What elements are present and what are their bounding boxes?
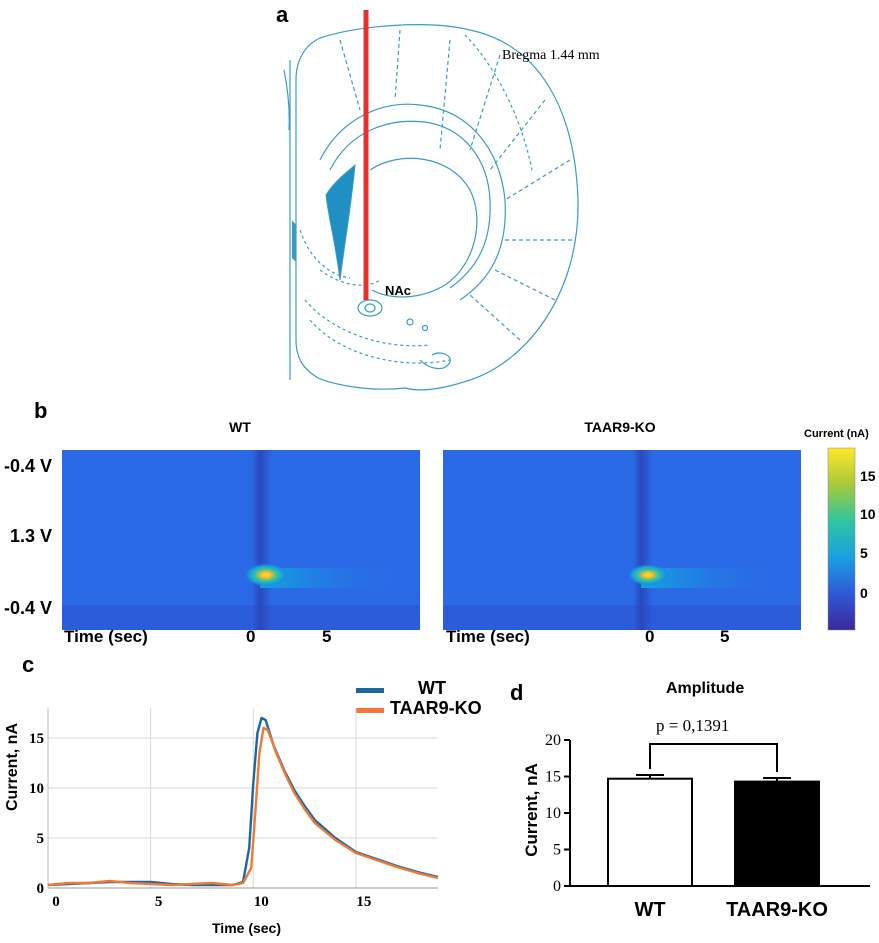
- y-tick-label: 5: [37, 831, 45, 847]
- x-tick-label: 15: [356, 894, 371, 910]
- bar-label-wt: WT: [634, 899, 665, 921]
- voltage-label-top: -0.4 V: [4, 456, 53, 476]
- y-tick-label: 10: [29, 781, 44, 797]
- colorbar-tick-10: 10: [860, 506, 876, 522]
- heatmap-svg: [62, 447, 856, 631]
- y-tick-label: 0: [37, 881, 45, 897]
- heatmap-ko-tick-5: 5: [720, 627, 730, 646]
- significance-bracket: [649, 743, 778, 772]
- x-tick-label: 10: [254, 894, 269, 910]
- colorbar-title: Current (nA): [804, 428, 869, 440]
- bar-y-tick-label: 5: [553, 842, 561, 859]
- series-line-wt: [47, 716, 439, 887]
- bar-taar9-ko: [734, 780, 820, 887]
- legend-label-taar9ko: TAAR9-KO: [390, 698, 482, 718]
- bregma-label: Bregma 1.44 mm: [502, 48, 600, 63]
- colorbar: [827, 447, 856, 631]
- colorbar-tick-0: 0: [860, 585, 868, 601]
- brain-section-diagram: [283, 10, 579, 391]
- heatmap-title-wt: WT: [229, 419, 251, 435]
- heatmap-wt-time-label: Time (sec): [64, 627, 148, 646]
- nac-region-label: NAc: [385, 283, 412, 298]
- colorbar-tick-5: 5: [860, 545, 868, 561]
- lateral-ventricle: [325, 163, 356, 281]
- heatmap-ko-tick-0: 0: [645, 627, 655, 646]
- legend-swatch-taar9ko: [356, 708, 384, 713]
- bar-chart-pvalue: p = 0,1391: [656, 716, 730, 735]
- voltage-label-bottom: -0.4 V: [4, 598, 53, 618]
- panel-label-c: c: [22, 652, 35, 677]
- line-chart-xlabel: Time (sec): [212, 920, 281, 936]
- brain-outline: [283, 24, 579, 391]
- colorbar-tick-15: 15: [860, 468, 876, 484]
- bar-label-taar9-ko: TAAR9-KO: [726, 899, 828, 921]
- bar-y-tick-label: 0: [553, 878, 561, 895]
- heatmap-title-taar9ko: TAAR9-KO: [584, 419, 656, 435]
- heatmap-wt-tick-5: 5: [322, 627, 332, 646]
- legend-label-wt: WT: [418, 678, 446, 698]
- heatmap-wt: [62, 450, 420, 630]
- bar-wt: [607, 777, 693, 887]
- heatmap-wt-tick-0: 0: [246, 627, 256, 646]
- x-tick-label: 5: [155, 894, 163, 910]
- bar-y-tick-label: 20: [545, 732, 561, 749]
- panel-label-d: d: [510, 680, 524, 705]
- y-tick-label: 15: [29, 731, 44, 747]
- x-tick-label: 0: [52, 894, 60, 910]
- series-line-taar9-ko: [47, 726, 439, 887]
- bar-y-tick-label: 10: [545, 805, 561, 822]
- voltage-label-mid: 1.3 V: [10, 526, 53, 546]
- bar-chart-title: Amplitude: [666, 680, 745, 697]
- bar-y-tick-label: 15: [545, 769, 561, 786]
- heatmap-taar9ko: [443, 450, 801, 630]
- panel-label-b: b: [34, 398, 48, 423]
- panel-label-a: a: [276, 2, 289, 27]
- heatmap-ko-time-label: Time (sec): [446, 627, 530, 646]
- legend-swatch-wt: [356, 688, 384, 693]
